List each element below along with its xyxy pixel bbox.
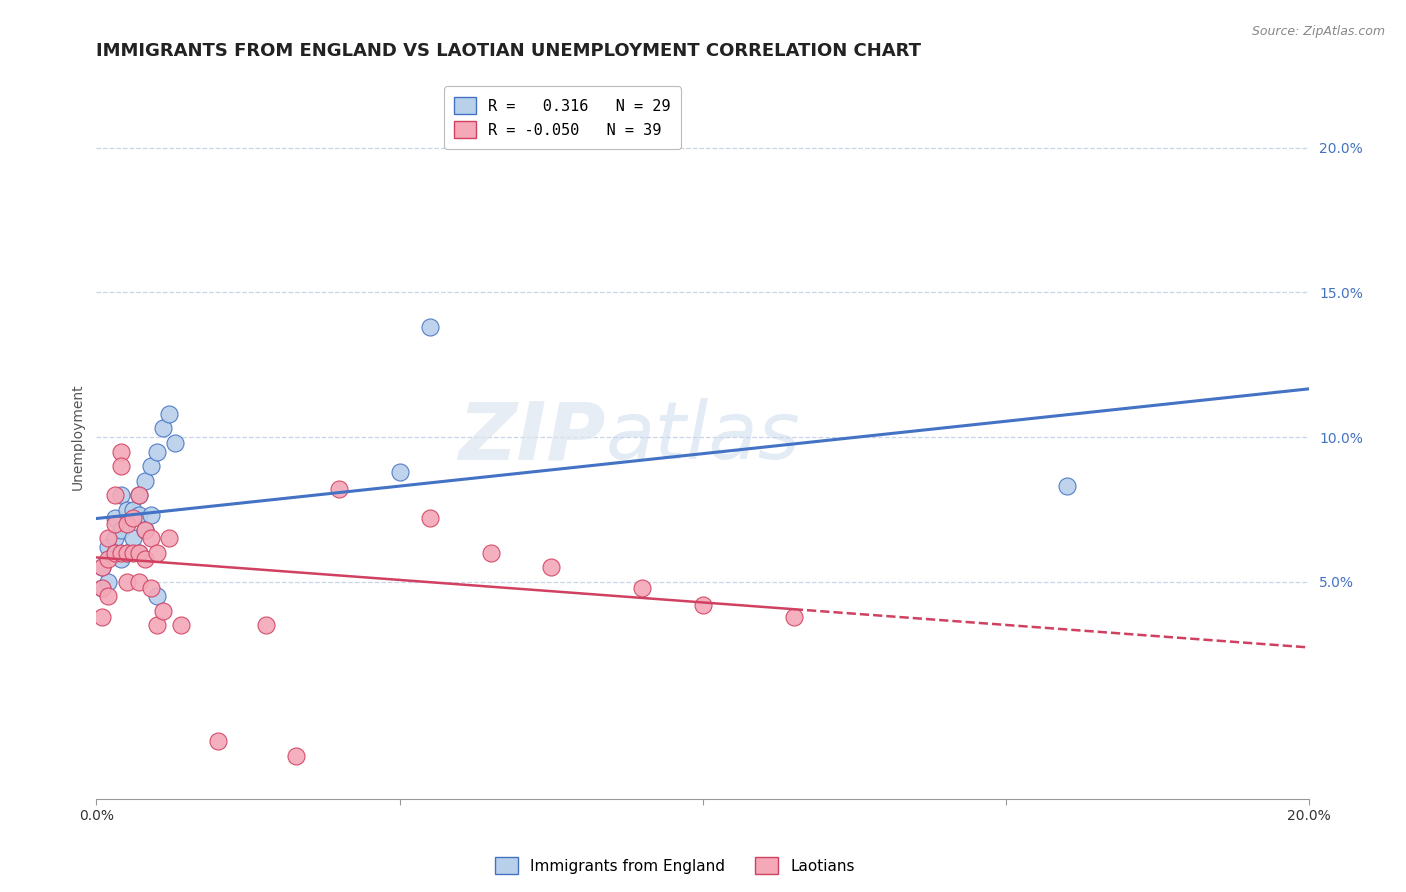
- Point: [134, 523, 156, 537]
- Point: [139, 508, 162, 523]
- Point: [121, 511, 143, 525]
- Point: [91, 581, 114, 595]
- Point: [146, 546, 169, 560]
- Point: [128, 574, 150, 589]
- Point: [121, 546, 143, 560]
- Point: [115, 546, 138, 560]
- Point: [97, 532, 120, 546]
- Point: [783, 609, 806, 624]
- Text: Source: ZipAtlas.com: Source: ZipAtlas.com: [1251, 25, 1385, 38]
- Y-axis label: Unemployment: Unemployment: [72, 384, 86, 491]
- Point: [631, 581, 654, 595]
- Point: [128, 508, 150, 523]
- Point: [91, 560, 114, 574]
- Text: atlas: atlas: [606, 398, 800, 476]
- Point: [146, 444, 169, 458]
- Point: [103, 511, 125, 525]
- Point: [121, 502, 143, 516]
- Point: [170, 618, 193, 632]
- Point: [97, 590, 120, 604]
- Point: [121, 532, 143, 546]
- Point: [285, 748, 308, 763]
- Point: [692, 598, 714, 612]
- Point: [146, 618, 169, 632]
- Point: [110, 459, 132, 474]
- Point: [97, 551, 120, 566]
- Point: [110, 488, 132, 502]
- Point: [91, 560, 114, 574]
- Point: [97, 574, 120, 589]
- Point: [388, 465, 411, 479]
- Point: [115, 574, 138, 589]
- Point: [110, 444, 132, 458]
- Point: [103, 488, 125, 502]
- Point: [134, 474, 156, 488]
- Point: [103, 546, 125, 560]
- Point: [128, 488, 150, 502]
- Point: [152, 421, 174, 435]
- Point: [103, 516, 125, 531]
- Point: [110, 523, 132, 537]
- Point: [207, 734, 229, 748]
- Point: [157, 532, 180, 546]
- Point: [134, 523, 156, 537]
- Point: [110, 546, 132, 560]
- Point: [139, 581, 162, 595]
- Point: [165, 436, 187, 450]
- Point: [152, 604, 174, 618]
- Point: [115, 516, 138, 531]
- Point: [103, 546, 125, 560]
- Point: [540, 560, 562, 574]
- Point: [128, 488, 150, 502]
- Text: IMMIGRANTS FROM ENGLAND VS LAOTIAN UNEMPLOYMENT CORRELATION CHART: IMMIGRANTS FROM ENGLAND VS LAOTIAN UNEMP…: [97, 42, 921, 60]
- Point: [128, 546, 150, 560]
- Point: [254, 618, 277, 632]
- Point: [139, 532, 162, 546]
- Point: [479, 546, 502, 560]
- Point: [115, 546, 138, 560]
- Text: ZIP: ZIP: [458, 398, 606, 476]
- Point: [146, 590, 169, 604]
- Point: [91, 609, 114, 624]
- Point: [139, 459, 162, 474]
- Legend: R =   0.316   N = 29, R = -0.050   N = 39: R = 0.316 N = 29, R = -0.050 N = 39: [444, 87, 681, 149]
- Point: [110, 551, 132, 566]
- Point: [419, 511, 441, 525]
- Point: [419, 320, 441, 334]
- Point: [91, 581, 114, 595]
- Point: [103, 532, 125, 546]
- Point: [328, 482, 350, 496]
- Point: [97, 540, 120, 554]
- Point: [115, 502, 138, 516]
- Point: [134, 551, 156, 566]
- Legend: Immigrants from England, Laotians: Immigrants from England, Laotians: [489, 851, 860, 880]
- Point: [128, 546, 150, 560]
- Point: [1056, 479, 1078, 493]
- Point: [157, 407, 180, 421]
